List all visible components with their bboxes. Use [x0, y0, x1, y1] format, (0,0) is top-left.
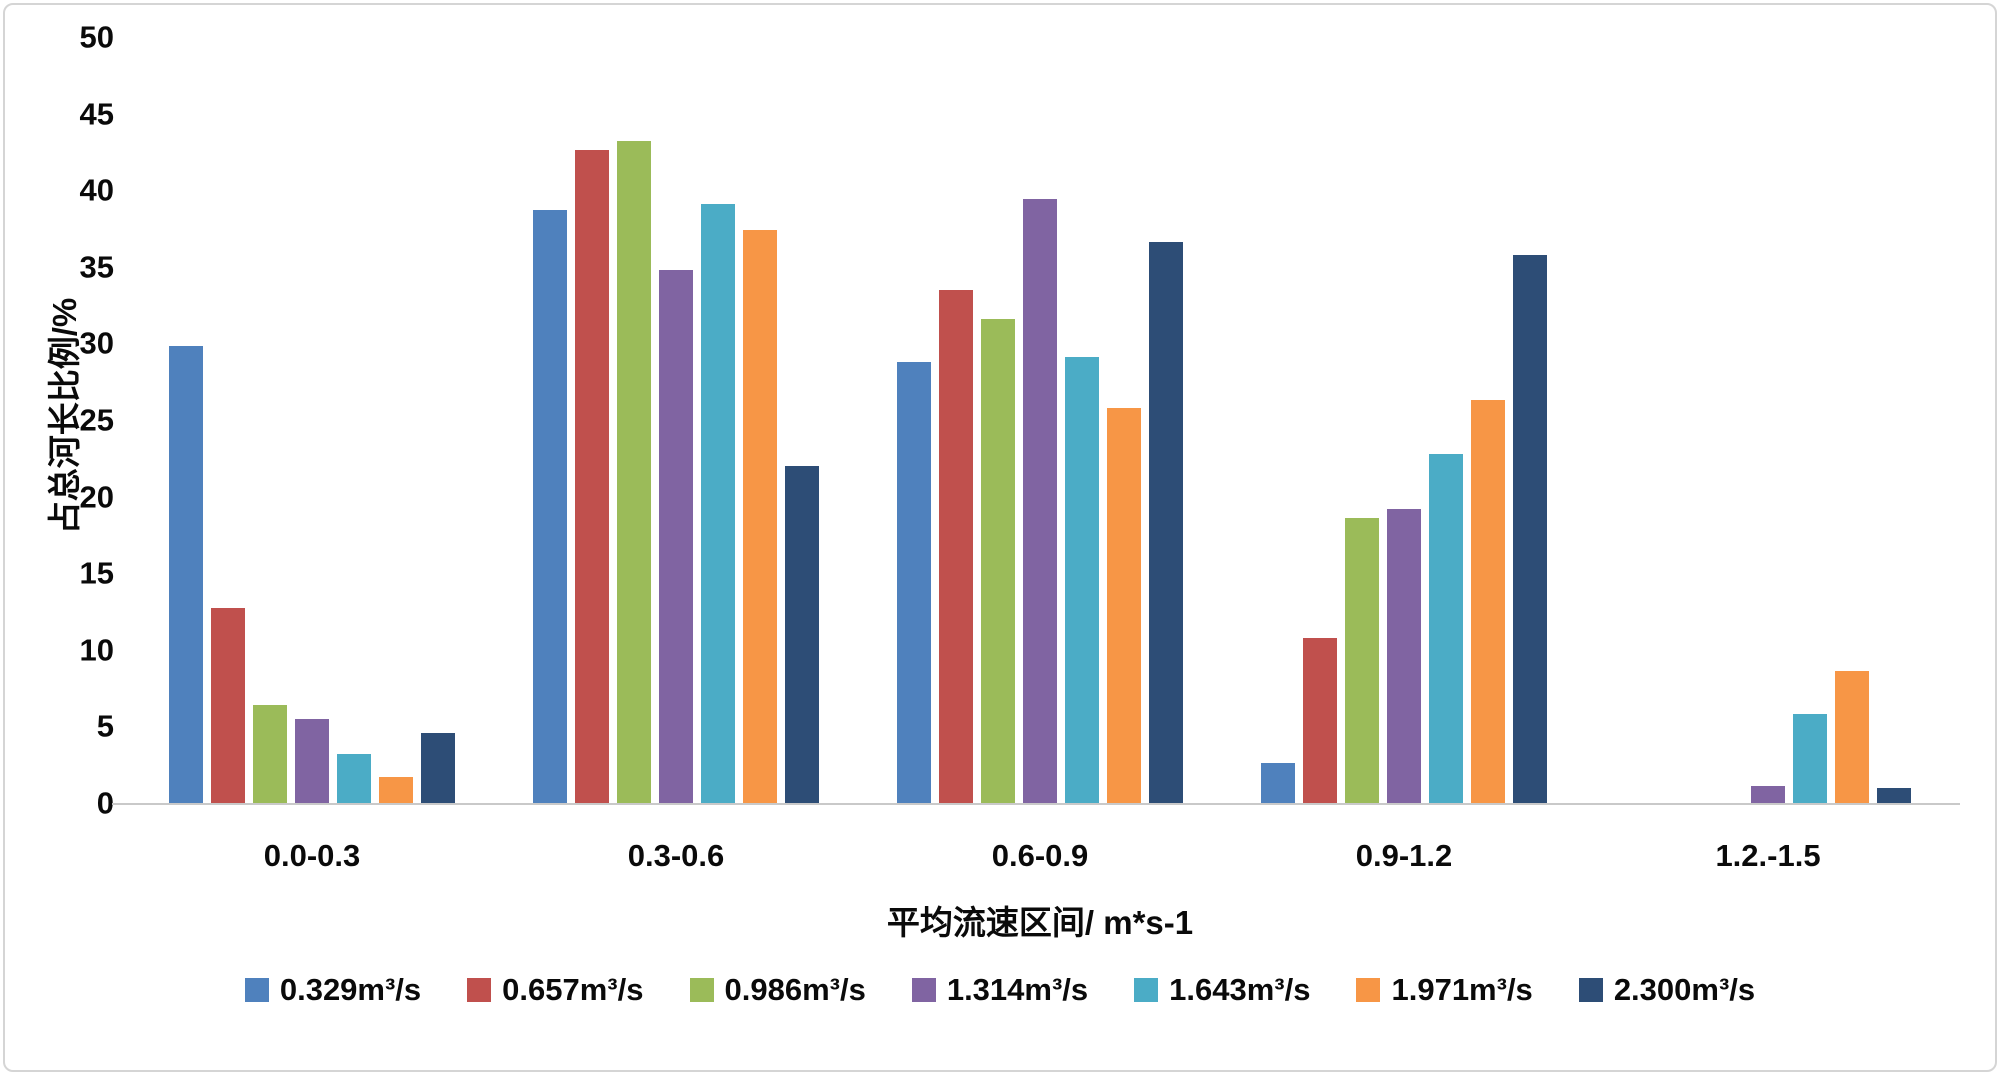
bar-series3-0.3-0.6	[659, 269, 693, 803]
legend-label: 1.971m³/s	[1391, 972, 1533, 1007]
legend-label: 0.329m³/s	[279, 972, 422, 1007]
y-tick-30: 30	[79, 325, 114, 361]
bar-group-0.9-1.2	[1222, 37, 1586, 803]
bar-series5-0.9-1.2	[1471, 400, 1505, 803]
legend-swatch-icon	[1356, 978, 1381, 1002]
y-tick-35: 35	[79, 249, 114, 285]
legend-item-5: 1.971m³/s	[1356, 972, 1533, 1008]
x-category-label-0.9-1.2: 0.9-1.2	[1355, 838, 1453, 873]
bar-series4-1.2.-1.5	[1793, 714, 1827, 803]
bar-series3-0.9-1.2	[1387, 508, 1421, 803]
bar-series6-0.6-0.9	[1149, 242, 1183, 803]
legend-swatch-icon	[689, 978, 714, 1002]
bar-groups	[130, 37, 1950, 803]
bar-series3-1.2.-1.5	[1751, 786, 1785, 803]
bar-series1-0.3-0.6	[575, 150, 609, 803]
legend-label: 0.657m³/s	[502, 972, 644, 1007]
x-axis-line	[112, 803, 1960, 805]
x-axis-category-labels: 0.0-0.3 0.3-0.6 0.6-0.9 0.9-1.2 1.2.-1.5	[130, 838, 1950, 874]
y-tick-25: 25	[79, 402, 114, 438]
legend-item-0: 0.329m³/s	[244, 972, 422, 1008]
x-axis-title: 平均流速区间/ m*s-1	[886, 904, 1194, 941]
x-category-label-1.2.-1.5: 1.2.-1.5	[1715, 838, 1821, 873]
y-tick-0: 0	[96, 785, 114, 821]
y-tick-20: 20	[79, 479, 114, 515]
bar-series1-0.9-1.2	[1303, 637, 1337, 803]
legend-label: 2.300m³/s	[1613, 972, 1756, 1007]
x-category-label-0.3-0.6: 0.3-0.6	[627, 838, 725, 873]
bar-series0-0.9-1.2	[1261, 763, 1295, 803]
legend-label: 1.314m³/s	[946, 972, 1089, 1007]
bar-series1-0.0-0.3	[211, 608, 245, 803]
bar-series5-0.6-0.9	[1107, 407, 1141, 803]
legend-item-3: 1.314m³/s	[911, 972, 1089, 1008]
x-category-label-0.6-0.9: 0.6-0.9	[991, 838, 1089, 873]
legend-swatch-icon	[467, 978, 492, 1002]
x-category-label-0.0-0.3: 0.0-0.3	[263, 838, 361, 873]
bar-series4-0.6-0.9	[1065, 357, 1099, 803]
bar-series4-0.0-0.3	[337, 753, 371, 803]
y-tick-15: 15	[79, 555, 114, 591]
bar-series6-0.0-0.3	[421, 732, 455, 803]
y-tick-45: 45	[79, 96, 114, 132]
bar-series0-0.3-0.6	[533, 210, 567, 803]
y-axis-tick-labels: 0 5 10 15 20 25 30 35 40 45 50	[0, 22, 114, 819]
legend-item-4: 1.643m³/s	[1134, 972, 1310, 1008]
bar-series3-0.6-0.9	[1023, 199, 1057, 803]
legend-swatch-icon	[1578, 978, 1603, 1002]
bar-series6-0.9-1.2	[1513, 254, 1547, 803]
legend-label: 0.986m³/s	[724, 972, 866, 1007]
bar-series5-1.2.-1.5	[1835, 671, 1869, 803]
legend-item-6: 2.300m³/s	[1578, 972, 1756, 1008]
bar-group-1.2.-1.5	[1586, 37, 1950, 803]
bar-series6-1.2.-1.5	[1877, 787, 1911, 803]
legend: 0.329m³/s 0.657m³/s 0.986m³/s 1.314m³/s 1.64…	[0, 972, 2000, 1008]
bar-series0-0.0-0.3	[169, 346, 203, 803]
bar-series1-0.6-0.9	[939, 289, 973, 803]
y-tick-5: 5	[96, 708, 114, 744]
legend-swatch-icon	[911, 978, 936, 1002]
legend-item-2: 0.986m³/s	[689, 972, 866, 1008]
legend-swatch-icon	[244, 978, 269, 1002]
bar-series6-0.3-0.6	[785, 465, 819, 803]
bar-series0-0.6-0.9	[897, 361, 931, 803]
bar-group-0.3-0.6	[494, 37, 858, 803]
legend-item-1: 0.657m³/s	[467, 972, 644, 1008]
bar-series4-0.9-1.2	[1429, 453, 1463, 803]
plot-area	[130, 37, 1950, 803]
bar-series5-0.0-0.3	[379, 776, 413, 803]
y-tick-40: 40	[79, 172, 114, 208]
bar-series2-0.9-1.2	[1345, 518, 1379, 803]
bar-series3-0.0-0.3	[295, 718, 329, 803]
bar-group-0.6-0.9	[858, 37, 1222, 803]
bar-series2-0.6-0.9	[981, 318, 1015, 803]
y-tick-10: 10	[79, 632, 114, 668]
y-tick-50: 50	[79, 19, 114, 55]
legend-swatch-icon	[1134, 978, 1159, 1002]
bar-group-0.0-0.3	[130, 37, 494, 803]
legend-label: 1.643m³/s	[1169, 972, 1311, 1007]
bar-series2-0.3-0.6	[617, 141, 651, 803]
bar-series5-0.3-0.6	[743, 230, 777, 803]
bar-series2-0.0-0.3	[253, 704, 287, 803]
bar-series4-0.3-0.6	[701, 204, 735, 803]
